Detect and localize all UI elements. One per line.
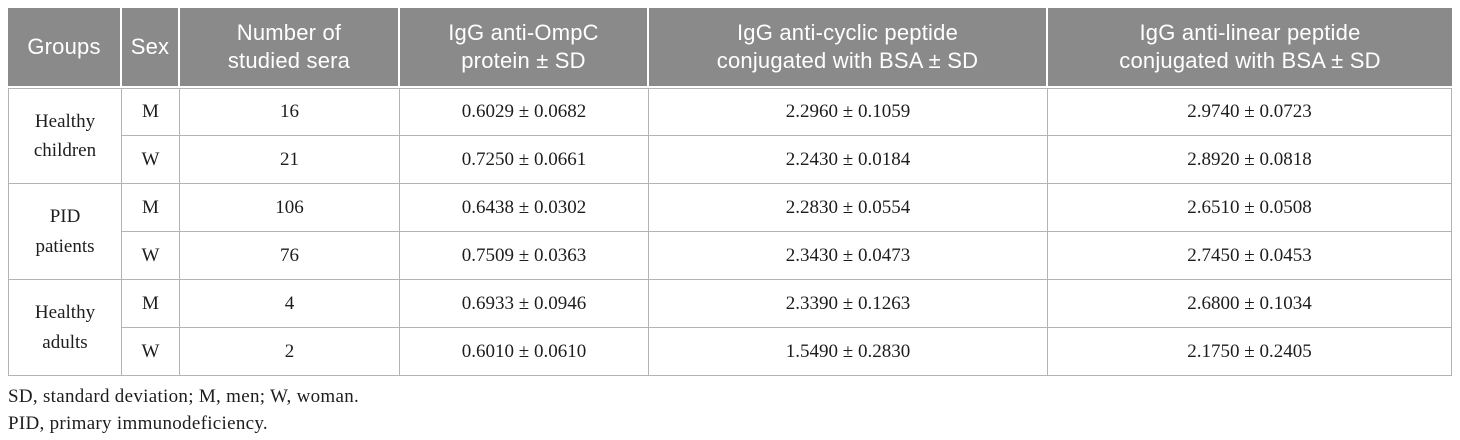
column-header-sex: Sex <box>122 8 180 88</box>
cyclic-value-cell: 2.2830 ± 0.0554 <box>649 184 1048 232</box>
linear-value-cell: 2.6800 ± 0.1034 <box>1048 280 1452 328</box>
footnote-pid-definition: PID, primary immunodeficiency. <box>8 413 268 434</box>
group-cell-healthy-children: Healthy children <box>8 88 122 184</box>
column-header-number-of-sera: Number of studied sera <box>180 8 400 88</box>
cyclic-value-cell: 2.2430 ± 0.0184 <box>649 136 1048 184</box>
sex-cell: M <box>122 184 180 232</box>
linear-value-cell: 2.6510 ± 0.0508 <box>1048 184 1452 232</box>
linear-value-cell: 2.8920 ± 0.0818 <box>1048 136 1452 184</box>
cyclic-value-cell: 2.3390 ± 0.1263 <box>649 280 1048 328</box>
group-cell-pid-patients: PID patients <box>8 184 122 280</box>
igg-results-table: Groups Sex Number of studied sera IgG an… <box>8 8 1452 376</box>
sex-cell: W <box>122 232 180 280</box>
table-row-pid-patients-w: W 76 0.7509 ± 0.0363 2.3430 ± 0.0473 2.7… <box>8 232 1452 280</box>
sera-count-cell: 4 <box>180 280 400 328</box>
table-footnotes: SD, standard deviation; M, men; W, woman… <box>8 383 1452 437</box>
table-row-healthy-children-w: W 21 0.7250 ± 0.0661 2.2430 ± 0.0184 2.8… <box>8 136 1452 184</box>
table-row-healthy-adults-m: Healthy adults M 4 0.6933 ± 0.0946 2.339… <box>8 280 1452 376</box>
table-body: Healthy children M 16 0.6029 ± 0.0682 2.… <box>8 88 1452 376</box>
ompc-value-cell: 0.6010 ± 0.0610 <box>400 328 649 376</box>
sera-count-cell: 106 <box>180 184 400 232</box>
sex-cell: W <box>122 328 180 376</box>
linear-value-cell: 2.7450 ± 0.0453 <box>1048 232 1452 280</box>
ompc-value-cell: 0.6933 ± 0.0946 <box>400 280 649 328</box>
table-row-healthy-children-m: Healthy children M 16 0.6029 ± 0.0682 2.… <box>8 88 1452 184</box>
header-row: Groups Sex Number of studied sera IgG an… <box>8 8 1452 88</box>
column-header-igg-anti-cyclic: IgG anti-cyclic peptide conjugated with … <box>649 8 1048 88</box>
cyclic-value-cell: 2.2960 ± 0.1059 <box>649 88 1048 136</box>
sera-count-cell: 2 <box>180 328 400 376</box>
cyclic-value-cell: 1.5490 ± 0.2830 <box>649 328 1048 376</box>
linear-value-cell: 2.1750 ± 0.2405 <box>1048 328 1452 376</box>
ompc-value-cell: 0.7509 ± 0.0363 <box>400 232 649 280</box>
column-header-groups: Groups <box>8 8 122 88</box>
ompc-value-cell: 0.6438 ± 0.0302 <box>400 184 649 232</box>
ompc-value-cell: 0.7250 ± 0.0661 <box>400 136 649 184</box>
table-row-healthy-adults-w: W 2 0.6010 ± 0.0610 1.5490 ± 0.2830 2.17… <box>8 328 1452 376</box>
column-header-igg-anti-linear: IgG anti-linear peptide conjugated with … <box>1048 8 1452 88</box>
group-cell-healthy-adults: Healthy adults <box>8 280 122 376</box>
cyclic-value-cell: 2.3430 ± 0.0473 <box>649 232 1048 280</box>
sera-count-cell: 21 <box>180 136 400 184</box>
column-header-igg-anti-ompc: IgG anti-OmpC protein ± SD <box>400 8 649 88</box>
table-header: Groups Sex Number of studied sera IgG an… <box>8 8 1452 88</box>
sex-cell: M <box>122 88 180 136</box>
footnote-abbreviations: SD, standard deviation; M, men; W, woman… <box>8 386 360 407</box>
table-row-pid-patients-m: PID patients M 106 0.6438 ± 0.0302 2.283… <box>8 184 1452 280</box>
ompc-value-cell: 0.6029 ± 0.0682 <box>400 88 649 136</box>
sera-count-cell: 16 <box>180 88 400 136</box>
sex-cell: W <box>122 136 180 184</box>
linear-value-cell: 2.9740 ± 0.0723 <box>1048 88 1452 136</box>
sex-cell: M <box>122 280 180 328</box>
sera-count-cell: 76 <box>180 232 400 280</box>
